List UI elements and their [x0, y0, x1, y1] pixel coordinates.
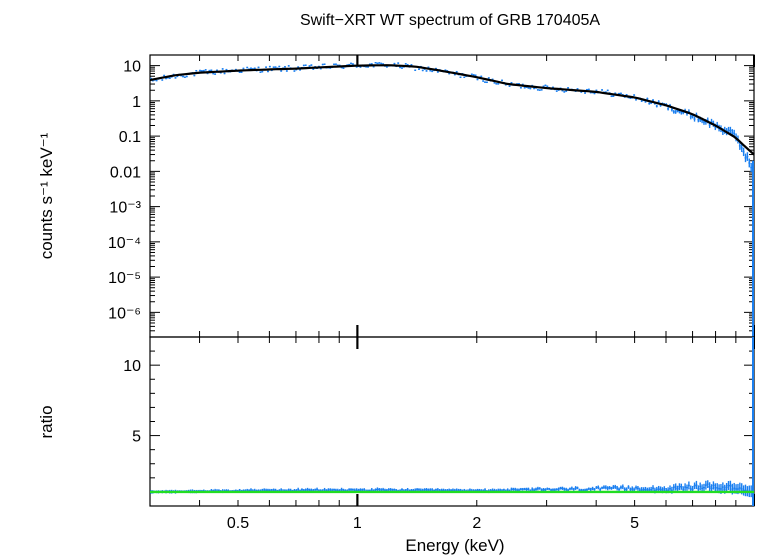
ratio-y-axis-label: ratio	[37, 405, 56, 438]
x-tick-label: 2	[472, 515, 481, 532]
spectrum-x-ticks	[149, 55, 755, 337]
y-tick-label: 10	[123, 358, 141, 375]
x-axis-label: Energy (keV)	[405, 536, 504, 555]
y-tick-label: 0.01	[110, 164, 141, 181]
y-tick-label: 5	[132, 429, 141, 446]
y-tick-label: 10⁻⁴	[108, 235, 141, 252]
y-tick-label: 10⁻⁶	[108, 305, 141, 322]
ratio-panel-frame	[149, 336, 755, 507]
y-tick-label: 10⁻³	[109, 200, 141, 217]
spectrum-y-axis-label: counts s⁻¹ keV⁻¹	[37, 132, 56, 259]
ratio-y-ticks: 10 5	[123, 350, 754, 493]
model-curve	[149, 64, 755, 156]
x-tick-label: 5	[630, 515, 639, 532]
y-tick-label: 1	[132, 94, 141, 111]
y-tick-label: 10	[123, 59, 141, 76]
y-tick-label: 0.1	[119, 129, 141, 146]
spectrum-data-series	[150, 62, 754, 337]
x-tick-label: 1	[353, 515, 362, 532]
spectrum-panel-frame	[149, 54, 755, 338]
spectrum-y-ticks: 10 1 0.1 0.01 10⁻³ 10⁻⁴ 10⁻⁵ 10⁻⁶	[108, 54, 754, 338]
chart-title: Swift−XRT WT spectrum of GRB 170405A	[300, 12, 600, 29]
spectrum-panel: 10 1 0.1 0.01 10⁻³ 10⁻⁴ 10⁻⁵ 10⁻⁶ counts s⁻¹ ke…	[37, 54, 755, 338]
x-tick-label: 0.5	[227, 515, 249, 532]
ratio-data-series	[150, 337, 754, 506]
ratio-panel: 10 5 ratio	[37, 336, 755, 507]
ratio-x-ticks	[149, 337, 755, 506]
x-tick-labels: 0.5 1 2 5	[227, 515, 639, 532]
y-tick-label: 10⁻⁵	[108, 270, 141, 287]
